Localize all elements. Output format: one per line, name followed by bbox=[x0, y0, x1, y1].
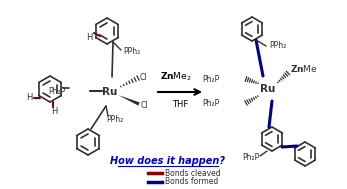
Text: PPh₂: PPh₂ bbox=[269, 40, 286, 50]
Text: PPh₂: PPh₂ bbox=[123, 46, 140, 56]
Text: Bonds cleaved: Bonds cleaved bbox=[165, 169, 221, 177]
Text: Ph₂P: Ph₂P bbox=[49, 87, 66, 95]
Text: Ph₂P: Ph₂P bbox=[203, 74, 220, 84]
Text: H: H bbox=[86, 33, 92, 42]
Text: PPh₂: PPh₂ bbox=[106, 115, 123, 125]
Text: $\mathbf{Zn}$Me: $\mathbf{Zn}$Me bbox=[290, 64, 318, 74]
Text: Cl: Cl bbox=[141, 101, 149, 109]
Text: Bonds formed: Bonds formed bbox=[165, 177, 218, 187]
Polygon shape bbox=[118, 95, 140, 106]
Text: Ru: Ru bbox=[102, 87, 118, 97]
Text: Ph₂P: Ph₂P bbox=[203, 99, 220, 108]
Text: How does it happen?: How does it happen? bbox=[110, 156, 226, 166]
Text: Ph₂P: Ph₂P bbox=[243, 153, 260, 161]
Text: THF: THF bbox=[172, 100, 188, 109]
Text: Cl: Cl bbox=[140, 73, 147, 81]
Text: H: H bbox=[51, 107, 57, 116]
Text: $\mathbf{Zn}$Me$_2$: $\mathbf{Zn}$Me$_2$ bbox=[160, 70, 192, 83]
Text: H: H bbox=[27, 92, 33, 101]
Text: Ru: Ru bbox=[260, 84, 276, 94]
